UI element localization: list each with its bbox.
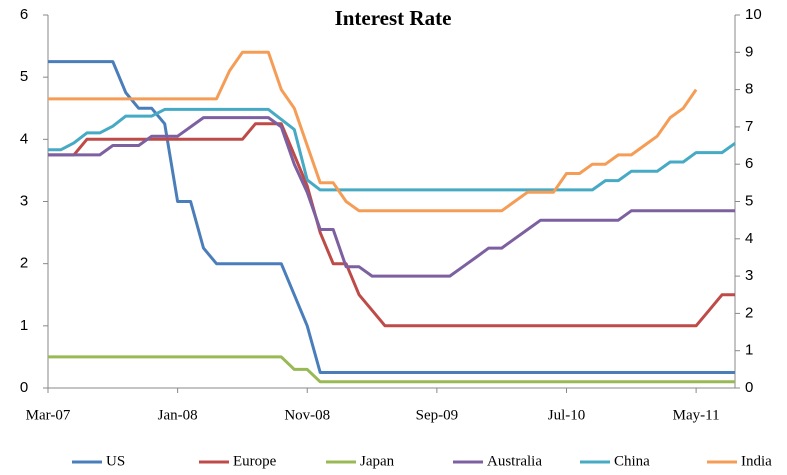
x-tick-label: Jul-10	[548, 407, 586, 423]
y2-tick-label: 4	[745, 230, 753, 247]
y2-tick-label: 3	[745, 267, 753, 284]
series-line	[48, 50, 698, 213]
y2-tick-label: 0	[745, 379, 753, 396]
y2-tick-label: 6	[745, 155, 753, 172]
legend-label: US	[106, 453, 125, 469]
legend-label: Europe	[233, 453, 277, 469]
y-tick-label: 4	[20, 130, 28, 147]
legend-label: Japan	[360, 453, 395, 469]
y-tick-label: 2	[20, 255, 28, 272]
y-tick-label: 6	[20, 6, 28, 23]
series-line	[48, 60, 735, 374]
y2-tick-label: 5	[745, 192, 753, 209]
chart-title: Interest Rate	[335, 6, 452, 30]
legend-label: Australia	[487, 453, 542, 469]
y2-tick-label: 10	[745, 6, 762, 23]
legend-label: China	[614, 453, 650, 469]
x-tick-label: May-11	[673, 407, 720, 423]
y-tick-label: 5	[20, 68, 28, 85]
y2-tick-label: 2	[745, 304, 753, 321]
series-line	[48, 107, 736, 192]
x-tick-label: Jan-08	[158, 407, 198, 423]
y-tick-label: 0	[20, 379, 28, 396]
x-tick-label: Sep-09	[416, 407, 459, 423]
y2-tick-label: 1	[745, 342, 753, 359]
y-tick-label: 1	[20, 317, 28, 334]
x-tick-label: Mar-07	[26, 407, 71, 423]
y2-tick-label: 7	[745, 118, 753, 135]
y-tick-label: 3	[20, 192, 28, 209]
y2-tick-label: 9	[745, 43, 753, 60]
series-line	[48, 355, 735, 384]
legend-label: India	[741, 453, 772, 469]
x-tick-label: Nov-08	[284, 407, 330, 423]
series-line	[48, 116, 735, 278]
series-line	[48, 122, 735, 328]
y2-tick-label: 8	[745, 81, 753, 98]
